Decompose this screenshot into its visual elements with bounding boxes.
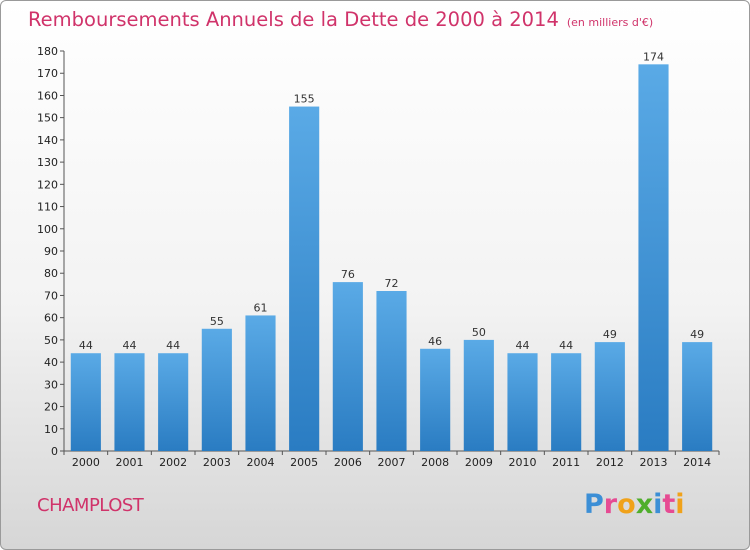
bar — [289, 106, 320, 452]
y-tick-label: 150 — [37, 112, 58, 125]
bar-value-label: 61 — [254, 301, 268, 314]
bar-value-label: 49 — [690, 328, 704, 341]
bar-value-label: 46 — [428, 335, 442, 348]
y-tick-label: 80 — [44, 267, 58, 280]
y-tick-label: 70 — [44, 289, 58, 302]
y-tick-label: 140 — [37, 134, 58, 147]
y-tick-label: 180 — [37, 45, 58, 58]
y-tick-label: 100 — [37, 223, 58, 236]
bar-value-label: 72 — [385, 277, 399, 290]
chart-bars: 44 44 44 55 61 155 76 72 46 50 44 44 49 174 49 — [70, 50, 713, 452]
commune-name: CHAMPLOST — [37, 495, 144, 516]
x-tick-label: 2010 — [509, 456, 537, 469]
chart-title: Remboursements Annuels de la Dette de 20… — [28, 8, 653, 31]
y-tick-label: 130 — [37, 156, 58, 169]
bar-value-label: 49 — [603, 328, 617, 341]
x-tick-label: 2013 — [640, 456, 668, 469]
bar — [70, 353, 101, 451]
bar — [158, 353, 189, 451]
logo-letter: i — [653, 489, 663, 520]
bar — [594, 342, 625, 451]
logo-letter: P — [584, 489, 604, 520]
logo-letter: x — [635, 489, 654, 520]
y-tick-label: 30 — [44, 378, 58, 391]
bar-value-label: 44 — [516, 339, 530, 352]
bar — [638, 64, 669, 452]
y-tick-label: 110 — [37, 201, 58, 214]
logo-letter: r — [603, 489, 618, 520]
bar — [420, 348, 451, 451]
x-tick-label: 2005 — [290, 456, 318, 469]
x-tick-label: 2004 — [247, 456, 275, 469]
bar-value-label: 76 — [341, 268, 355, 281]
bar-value-label: 50 — [472, 326, 486, 339]
logo-letter: t — [662, 489, 676, 520]
y-tick-label: 10 — [44, 423, 58, 436]
bar-value-label: 55 — [210, 315, 224, 328]
x-tick-label: 2008 — [421, 456, 449, 469]
bar — [332, 282, 363, 451]
x-tick-label: 2001 — [116, 456, 144, 469]
bar — [376, 291, 407, 451]
y-tick-label: 120 — [37, 178, 58, 191]
bar — [507, 353, 538, 451]
y-tick-label: 50 — [44, 334, 58, 347]
logo-letter: o — [617, 489, 636, 520]
bar — [245, 315, 276, 451]
x-tick-label: 2011 — [552, 456, 580, 469]
bar — [201, 328, 232, 451]
y-tick-label: 160 — [37, 89, 58, 102]
y-tick-label: 40 — [44, 356, 58, 369]
y-tick-label: 0 — [51, 445, 58, 458]
bar — [114, 353, 145, 451]
bar-value-label: 44 — [166, 339, 180, 352]
x-tick-label: 2002 — [159, 456, 187, 469]
y-tick-label: 60 — [44, 312, 58, 325]
bar-value-label: 174 — [643, 50, 664, 63]
x-tick-label: 2003 — [203, 456, 231, 469]
x-tick-label: 2006 — [334, 456, 362, 469]
bar — [551, 353, 582, 451]
proxiti-logo: Proxiti — [584, 489, 685, 520]
title-unit: (en milliers d'€) — [566, 16, 654, 29]
bar-value-label: 44 — [79, 339, 93, 352]
x-tick-label: 2007 — [378, 456, 406, 469]
bar-value-label: 44 — [559, 339, 573, 352]
x-tick-label: 2000 — [72, 456, 100, 469]
x-tick-label: 2012 — [596, 456, 624, 469]
x-tick-label: 2014 — [683, 456, 711, 469]
logo-letter: i — [675, 489, 685, 520]
y-tick-label: 20 — [44, 401, 58, 414]
y-tick-label: 170 — [37, 67, 58, 80]
bar — [682, 342, 713, 451]
y-tick-label: 90 — [44, 245, 58, 258]
title-text: Remboursements Annuels de la Dette de 20… — [28, 8, 559, 31]
bar — [463, 339, 494, 451]
x-tick-label: 2009 — [465, 456, 493, 469]
bar-value-label: 44 — [123, 339, 137, 352]
bar-value-label: 155 — [294, 93, 315, 106]
